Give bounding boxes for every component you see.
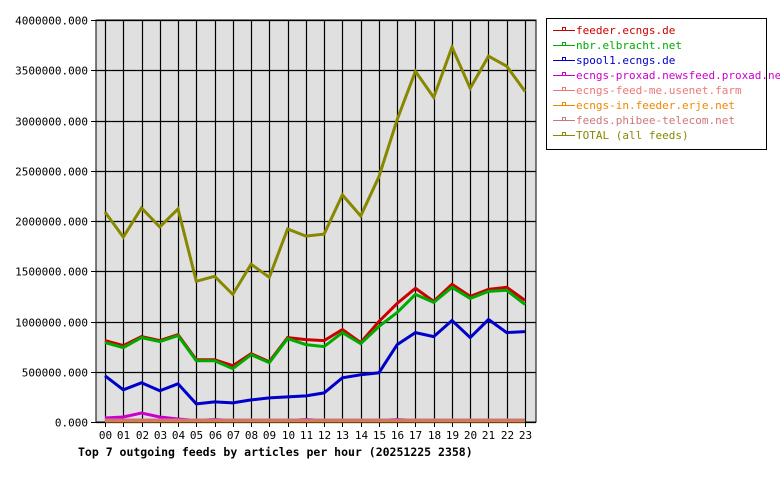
legend-swatch-icon <box>553 26 575 35</box>
series-line <box>104 285 526 371</box>
legend-swatch-icon <box>553 41 575 50</box>
y-tick-label: 2000000.000 <box>15 216 88 229</box>
y-tick-label: 3000000.000 <box>15 116 88 129</box>
series-lines <box>103 43 527 423</box>
x-axis-ticks: 00 01 02 03 04 05 06 07 08 09 10 11 12 13 14 15 16 17 18 19… <box>99 422 532 442</box>
legend-item: ecngs-in.feeder.erje.net <box>547 98 766 113</box>
x-tick-label: 12 <box>318 429 331 442</box>
x-tick-label: 05 <box>190 429 203 442</box>
x-tick-label: 11 <box>300 429 313 442</box>
legend-item: TOTAL (all feeds) <box>547 128 766 143</box>
chart-title: Top 7 outgoing feeds by articles per hou… <box>78 445 473 459</box>
x-tick-label: 13 <box>336 429 349 442</box>
legend-item: feeder.ecngs.de <box>547 23 766 38</box>
x-tick-label: 10 <box>282 429 295 442</box>
x-tick-label: 07 <box>227 429 240 442</box>
legend-label: ecngs-feed-me.usenet.farm <box>576 84 742 97</box>
legend-swatch-icon <box>553 56 575 65</box>
legend-item: nbr.elbracht.net <box>547 38 766 53</box>
legend-label: ecngs-proxad.newsfeed.proxad.net <box>576 69 780 82</box>
x-tick-label: 18 <box>428 429 441 442</box>
x-tick-label: 08 <box>245 429 258 442</box>
x-tick-label: 22 <box>501 429 514 442</box>
y-tick-label: 1000000.000 <box>15 317 88 330</box>
legend-item: ecngs-proxad.newsfeed.proxad.net <box>547 68 780 83</box>
x-tick-label: 16 <box>391 429 404 442</box>
legend-item: ecngs-feed-me.usenet.farm <box>547 83 766 98</box>
x-tick-label: 03 <box>154 429 167 442</box>
legend-label: spool1.ecngs.de <box>576 54 676 67</box>
legend-swatch-icon <box>553 131 575 140</box>
x-tick-label: 02 <box>136 429 149 442</box>
x-tick-label: 06 <box>209 429 222 442</box>
x-tick-label: 04 <box>172 429 186 442</box>
x-tick-label: 19 <box>446 429 459 442</box>
series-line <box>103 43 527 297</box>
x-tick-label: 01 <box>117 429 130 442</box>
legend-item: feeds.phibee-telecom.net <box>547 113 766 128</box>
x-tick-label: 17 <box>409 429 422 442</box>
x-tick-label: 14 <box>355 429 369 442</box>
legend-swatch-icon <box>553 101 575 110</box>
y-tick-label: 2500000.000 <box>15 166 88 179</box>
x-tick-label: 15 <box>373 429 386 442</box>
legend-swatch-icon <box>553 71 575 80</box>
legend-label: TOTAL (all feeds) <box>576 129 689 142</box>
y-tick-label: 3500000.000 <box>15 65 88 78</box>
legend-label: nbr.elbracht.net <box>576 39 682 52</box>
y-tick-label: 4000000.000 <box>15 15 88 28</box>
legend-label: feeder.ecngs.de <box>576 24 676 37</box>
legend: feeder.ecngs.de nbr.elbracht.net spool1.ec… <box>546 18 780 150</box>
x-tick-label: 20 <box>464 429 477 442</box>
legend-swatch-icon <box>553 116 575 125</box>
y-axis-ticks: 0.000 500000.000 1000000.000 1500000.000 200… <box>15 15 96 430</box>
y-tick-label: 500000.000 <box>22 367 88 380</box>
legend-swatch-icon <box>553 86 575 95</box>
legend-item: spool1.ecngs.de <box>547 53 766 68</box>
y-tick-label: 0.000 <box>55 417 88 430</box>
legend-label: feeds.phibee-telecom.net <box>576 114 735 127</box>
x-tick-label: 00 <box>99 429 112 442</box>
y-tick-label: 1500000.000 <box>15 266 88 279</box>
legend-label: ecngs-in.feeder.erje.net <box>576 99 735 112</box>
x-tick-label: 09 <box>263 429 276 442</box>
x-tick-label: 23 <box>519 429 532 442</box>
x-tick-label: 21 <box>482 429 495 442</box>
series-line <box>104 317 526 406</box>
